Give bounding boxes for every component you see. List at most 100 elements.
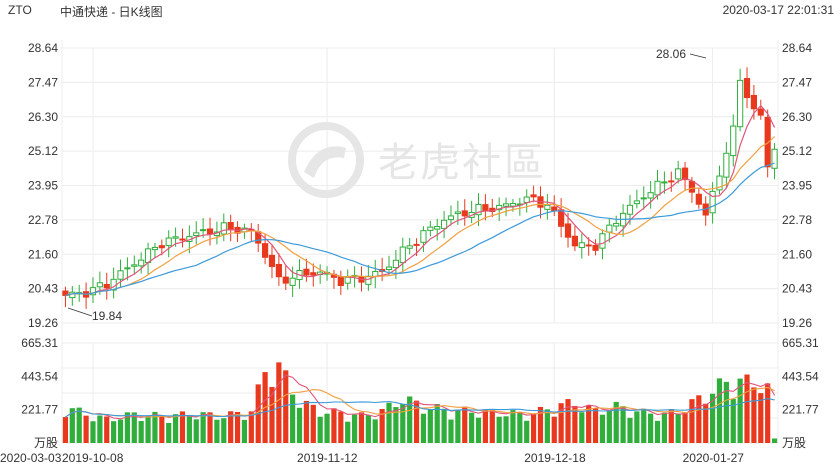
volume-bar [716,378,723,443]
candle-body [737,79,744,128]
candle-body [179,238,186,241]
price-tick-label: 20.43 [28,282,58,296]
volume-bar [400,404,406,443]
volume-bar [675,414,681,443]
price-tick-label: 20.43 [782,282,812,296]
volume-bar [599,414,606,443]
low-leader-line [67,307,93,317]
volume-bar [413,400,420,443]
volume-bar [296,407,303,443]
candle-body [461,210,468,217]
volume-bar [193,419,199,443]
volume-bar [386,402,392,443]
volume-bar [138,420,144,443]
candle-body [337,276,344,286]
ma20-line [65,162,775,296]
volume-ma5-line [65,374,776,420]
date-axis: 2019-10-08 2019-11-12 2019-12-18 2020-01-27… [0,451,744,465]
price-tick-label: 19.26 [28,316,58,330]
candle-body [475,203,482,216]
candle-body [420,230,427,243]
volume-bar [751,387,757,443]
candle-body [654,180,661,196]
candle-body [206,228,214,235]
candle-body [413,243,420,246]
candle-body [585,244,592,247]
volume-bar [441,408,447,443]
volume-bar [448,419,454,443]
volume-bar [551,416,557,443]
candle-body [227,222,234,231]
candle-body [482,204,489,211]
candle-body [96,282,103,288]
volume-bar [345,421,351,443]
candle-body [578,242,585,248]
price-tick-label: 28.64 [782,41,812,55]
volume-bar [771,438,778,443]
volume-bar [579,412,585,443]
volume-unit-label: 万股 [34,436,58,450]
candle-body [385,266,393,270]
candle-body [365,275,372,285]
volume-bar [469,412,475,443]
volume-bar [62,417,69,443]
volume-bar [379,408,385,443]
volume-bar [723,381,729,443]
volume-bar [214,419,220,443]
candle-body [440,219,448,229]
volume-bar [544,409,550,443]
candle-body [434,226,441,230]
volume-bar [76,407,82,443]
volume-tick-label: 221.77 [782,403,819,417]
candle-body [523,196,530,203]
candle-body [144,248,152,263]
candle-body [193,232,200,237]
volume-bar [152,411,158,443]
volume-bar [558,403,564,443]
volume-bar [241,419,248,443]
volume-bar [627,417,633,443]
volume-bar [124,412,131,443]
volume-bar [489,409,495,443]
candle-body [172,236,179,239]
volume-bar [83,415,89,443]
candle-body [151,246,159,251]
price-axis-right: 28.64 27.47 26.30 25.12 23.95 22.78 21.60 20.43… [782,41,812,330]
candle-body [723,152,730,178]
volume-bar [661,412,668,443]
volume-bar [455,409,461,443]
volume-tick-label: 665.31 [21,336,58,350]
candle-body [647,192,654,199]
volume-ma20-line [65,398,775,418]
candle-body [750,94,758,110]
price-tick-label: 26.30 [28,110,58,124]
volume-bar [90,421,96,443]
candle-body [200,229,207,232]
volume-bar [510,410,516,443]
volume-bar [145,415,151,443]
volume-bar [537,406,544,443]
volume-ma10-line [65,386,775,418]
volume-bar [248,411,254,443]
volume-bar [420,413,427,443]
date-tick-label: 2019-10-08 [62,451,124,465]
volume-bar [221,418,227,443]
low-annotation: 19.84 [92,309,122,323]
candle-body [454,211,461,215]
candle-body [399,246,406,264]
price-tick-label: 23.95 [28,179,58,193]
volume-bar [131,412,137,443]
price-tick-label: 22.78 [28,213,58,227]
date-tick-label: 2019-12-18 [524,451,586,465]
candle-body [131,264,138,267]
volume-bar [317,416,323,443]
volume-tick-label: 443.54 [21,369,58,383]
candle-body [220,222,227,235]
volume-bar [503,416,509,443]
candle-body [261,243,269,258]
price-tick-label: 27.47 [28,75,58,89]
volume-tick-label: 443.54 [782,369,819,383]
volume-bar [696,395,702,443]
volume-bar [482,409,489,443]
volume-bar [331,408,337,443]
